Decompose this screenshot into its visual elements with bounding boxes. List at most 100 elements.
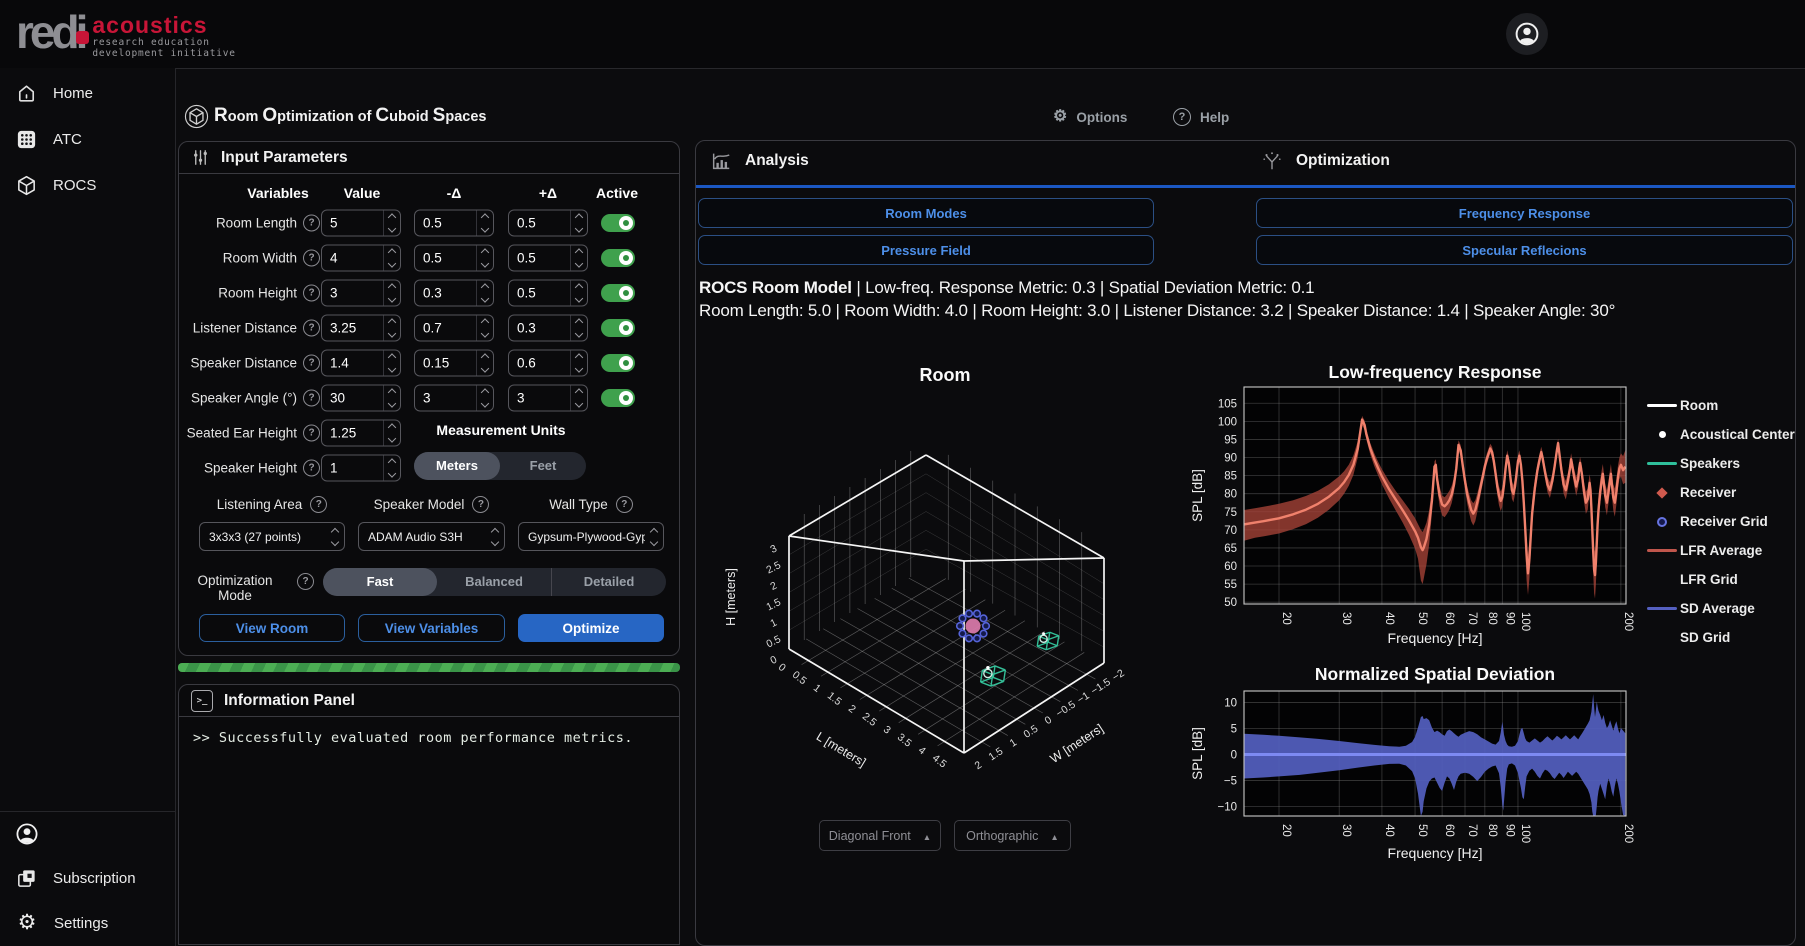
- view-angle-select[interactable]: Diagonal Front: [819, 820, 941, 851]
- spinner-arrows[interactable]: [570, 350, 587, 375]
- plus-delta-input[interactable]: 3: [508, 384, 588, 411]
- spinner-arrows[interactable]: [383, 245, 400, 270]
- sidebar-item-settings[interactable]: Settings: [0, 900, 175, 946]
- frequency-response-button[interactable]: Frequency Response: [1256, 198, 1793, 228]
- svg-text:200: 200: [1622, 612, 1634, 631]
- minus-delta-input[interactable]: 0.15: [414, 349, 494, 376]
- help-icon[interactable]: [303, 389, 320, 406]
- value-input[interactable]: 3: [321, 279, 401, 306]
- wall-type-select[interactable]: Gypsum-Plywood-Gypsum: [518, 522, 664, 551]
- pressure-field-button[interactable]: Pressure Field: [698, 235, 1154, 265]
- help-button[interactable]: Help: [1173, 103, 1229, 131]
- projection-select[interactable]: Orthographic: [954, 820, 1071, 851]
- sidebar-item-subscription[interactable]: Subscription: [0, 856, 175, 900]
- sidebar-profile-button[interactable]: [0, 812, 175, 856]
- spinner-arrows[interactable]: [383, 420, 400, 445]
- value-input[interactable]: 1.4: [321, 349, 401, 376]
- options-button[interactable]: Options: [1053, 103, 1127, 131]
- optimization-mode-option-fast[interactable]: Fast: [323, 568, 437, 596]
- legend-label: Speakers: [1680, 456, 1741, 471]
- optimization-mode-option-detailed[interactable]: Detailed: [551, 568, 666, 596]
- progress-bar: [178, 663, 680, 672]
- plus-delta-input[interactable]: 0.5: [508, 209, 588, 236]
- help-icon[interactable]: [303, 249, 320, 266]
- specular-reflections-button[interactable]: Specular Reflecions: [1256, 235, 1793, 265]
- spinner-arrows[interactable]: [570, 210, 587, 235]
- minus-delta-input[interactable]: 0.5: [414, 209, 494, 236]
- spinner-arrows[interactable]: [570, 315, 587, 340]
- spinner-arrows[interactable]: [383, 210, 400, 235]
- value-input[interactable]: 4: [321, 244, 401, 271]
- help-icon[interactable]: [297, 573, 314, 590]
- spinner-arrows[interactable]: [476, 315, 493, 340]
- spinner-arrows[interactable]: [383, 385, 400, 410]
- spinner-arrows[interactable]: [570, 280, 587, 305]
- plus-delta-input[interactable]: 0.6: [508, 349, 588, 376]
- spinner-arrows[interactable]: [476, 280, 493, 305]
- spinner-arrows[interactable]: [383, 455, 400, 480]
- plus-delta-input[interactable]: 0.5: [508, 279, 588, 306]
- help-icon[interactable]: [303, 284, 320, 301]
- sidebar-item-rocs[interactable]: ROCS: [0, 162, 175, 208]
- value-input[interactable]: 1.25: [321, 419, 401, 446]
- active-toggle[interactable]: [601, 248, 635, 267]
- optimization-mode-option-balanced[interactable]: Balanced: [465, 574, 523, 589]
- active-toggle[interactable]: [601, 318, 635, 337]
- spinner-arrows[interactable]: [570, 385, 587, 410]
- profile-avatar-button[interactable]: [1506, 13, 1548, 55]
- spinner-arrows[interactable]: [383, 315, 400, 340]
- svg-text:0.5: 0.5: [764, 633, 783, 650]
- value-input[interactable]: 5: [321, 209, 401, 236]
- help-icon[interactable]: [303, 214, 320, 231]
- user-icon: [1515, 22, 1539, 46]
- value-input[interactable]: 30: [321, 384, 401, 411]
- minus-delta-input[interactable]: 0.3: [414, 279, 494, 306]
- plus-delta-input[interactable]: 0.3: [508, 314, 588, 341]
- spinner-arrows[interactable]: [476, 385, 493, 410]
- sidebar-item-atc[interactable]: ATC: [0, 116, 175, 162]
- view-variables-button[interactable]: View Variables: [358, 614, 505, 642]
- active-toggle[interactable]: [601, 388, 635, 407]
- svg-text:75: 75: [1224, 507, 1237, 519]
- listening-area-select[interactable]: 3x3x3 (27 points): [199, 522, 345, 551]
- units-option-feet[interactable]: Feet: [529, 458, 557, 473]
- spinner-arrows[interactable]: [383, 280, 400, 305]
- value-input[interactable]: 1: [321, 454, 401, 481]
- help-icon[interactable]: [303, 424, 320, 441]
- minus-delta-input[interactable]: 0.7: [414, 314, 494, 341]
- legend-item: SD Grid: [1644, 623, 1796, 652]
- legend-marker: [1644, 607, 1680, 610]
- active-toggle[interactable]: [601, 213, 635, 232]
- chevron-updown-icon: [486, 527, 504, 546]
- spinner-arrows[interactable]: [476, 350, 493, 375]
- sidebar-item-home[interactable]: Home: [0, 70, 175, 116]
- plus-delta-input[interactable]: 0.5: [508, 244, 588, 271]
- spinner-arrows[interactable]: [383, 350, 400, 375]
- spinner-arrows[interactable]: [476, 210, 493, 235]
- brand-tagline-1: research education: [92, 37, 210, 48]
- help-icon[interactable]: [472, 495, 490, 513]
- speaker-model-select[interactable]: ADAM Audio S3H: [358, 522, 505, 551]
- help-icon[interactable]: [303, 319, 320, 336]
- help-icon[interactable]: [615, 495, 633, 513]
- svg-text:85: 85: [1224, 471, 1237, 483]
- active-toggle[interactable]: [601, 283, 635, 302]
- status-message: >> Successfully evaluated room performan…: [193, 730, 634, 746]
- spinner-arrows[interactable]: [476, 245, 493, 270]
- help-icon[interactable]: [303, 354, 320, 371]
- minus-delta-input[interactable]: 0.5: [414, 244, 494, 271]
- sliders-icon: [194, 150, 207, 165]
- minus-delta-input[interactable]: 3: [414, 384, 494, 411]
- optimize-button[interactable]: Optimize: [518, 614, 664, 642]
- variable-label: Speaker Height: [203, 460, 297, 475]
- param-row: Speaker Height 1: [179, 450, 679, 485]
- value-input[interactable]: 3.25: [321, 314, 401, 341]
- help-icon[interactable]: [303, 459, 320, 476]
- view-room-button[interactable]: View Room: [199, 614, 345, 642]
- units-option-meters[interactable]: Meters: [414, 452, 500, 480]
- svg-text:1.5: 1.5: [986, 745, 1005, 763]
- spinner-arrows[interactable]: [570, 245, 587, 270]
- active-toggle[interactable]: [601, 353, 635, 372]
- room-modes-button[interactable]: Room Modes: [698, 198, 1154, 228]
- help-icon[interactable]: [310, 495, 328, 513]
